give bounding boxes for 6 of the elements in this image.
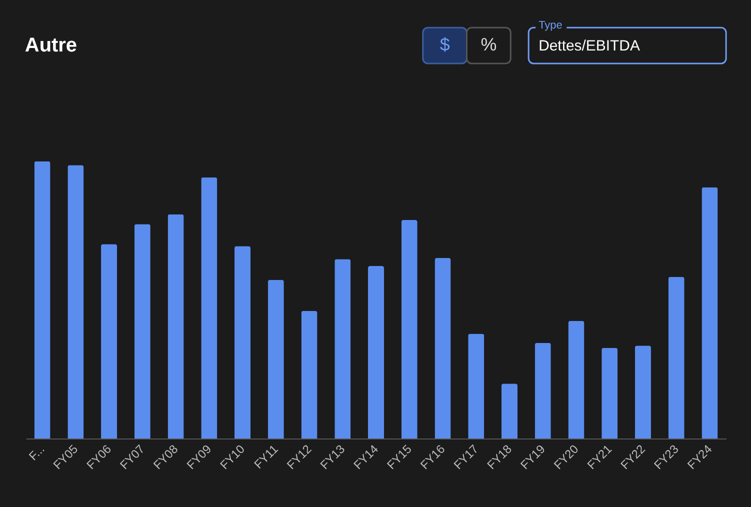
chart-title: Autre [24,34,78,57]
text: Dettes/EBITDA [538,38,640,55]
text: % [480,34,497,55]
text: $ [440,34,450,55]
x-tick-label: F... [26,442,48,464]
text: Type [538,20,562,32]
